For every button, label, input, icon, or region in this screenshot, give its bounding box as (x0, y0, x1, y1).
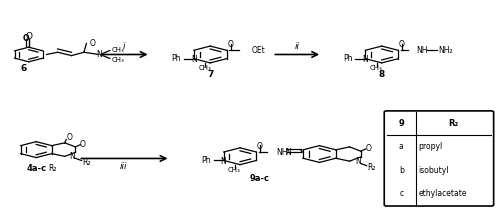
Text: 9: 9 (398, 119, 404, 128)
Text: CH₃: CH₃ (198, 65, 211, 71)
Text: CH₃: CH₃ (228, 167, 241, 173)
Text: N: N (70, 152, 75, 161)
Text: R₂: R₂ (368, 163, 376, 172)
Text: R₂: R₂ (448, 119, 458, 128)
Text: CH₃: CH₃ (112, 47, 124, 53)
Text: i: i (123, 42, 126, 51)
Text: CH₃: CH₃ (112, 57, 124, 63)
Text: c: c (400, 189, 404, 198)
Text: O: O (257, 142, 263, 151)
FancyBboxPatch shape (384, 111, 494, 206)
Text: O: O (23, 34, 30, 43)
Text: Ph: Ph (172, 54, 181, 63)
Text: 8: 8 (378, 70, 385, 79)
Text: 6: 6 (20, 64, 27, 73)
Text: O: O (25, 32, 32, 41)
Text: O: O (366, 144, 371, 153)
Text: ii: ii (294, 42, 300, 51)
Text: Ph: Ph (202, 156, 211, 165)
Text: ethylacetate: ethylacetate (418, 189, 467, 198)
Text: OEt: OEt (252, 46, 266, 55)
Text: isobutyl: isobutyl (418, 166, 449, 174)
Text: propyl: propyl (418, 142, 442, 151)
Text: 4a-c: 4a-c (26, 164, 46, 173)
Text: 7: 7 (207, 70, 214, 79)
Text: R₂: R₂ (82, 158, 91, 167)
Text: N: N (220, 157, 226, 166)
Text: O: O (90, 39, 96, 48)
Text: a: a (399, 142, 404, 151)
Text: Ph: Ph (343, 54, 352, 63)
Text: NH: NH (416, 46, 428, 55)
Text: N: N (286, 148, 291, 157)
Text: N: N (96, 50, 102, 59)
Text: R₂: R₂ (48, 164, 57, 173)
Text: O: O (67, 133, 72, 142)
Text: NH₂: NH₂ (438, 46, 453, 55)
Text: b: b (399, 166, 404, 174)
Text: O: O (398, 40, 404, 49)
Text: O: O (228, 40, 234, 49)
Text: 9a-c: 9a-c (250, 174, 270, 183)
Text: O: O (80, 140, 86, 149)
Text: CH₃: CH₃ (370, 65, 382, 71)
Text: N: N (355, 157, 360, 166)
Text: iii: iii (120, 162, 127, 171)
Text: NH: NH (276, 148, 287, 157)
Text: N: N (362, 55, 368, 64)
Text: N: N (191, 55, 196, 64)
